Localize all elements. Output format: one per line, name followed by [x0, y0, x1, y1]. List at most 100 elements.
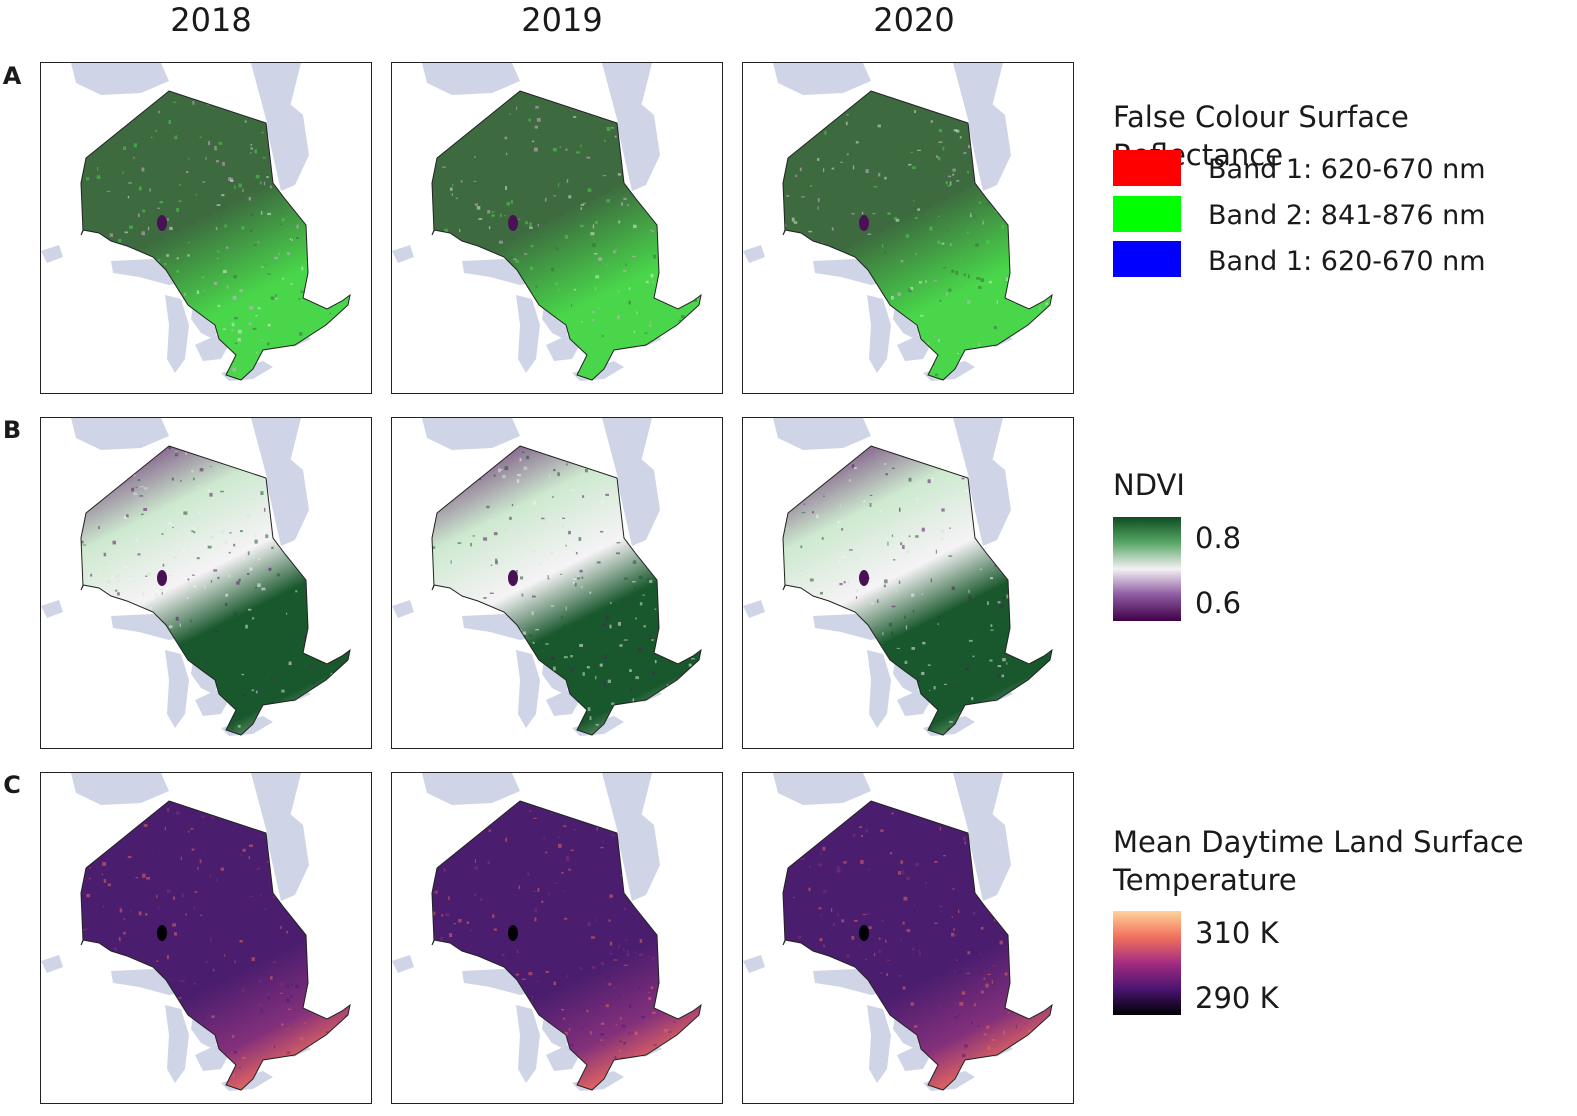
water-body: [41, 245, 63, 263]
water-body: [773, 418, 871, 450]
map-lst-2019: [391, 772, 723, 1104]
lst-legend-title-line2: Temperature: [1113, 863, 1297, 897]
water-body: [266, 813, 309, 901]
band-2-green-swatch: [1113, 196, 1181, 232]
water-body: [867, 650, 891, 728]
water-body: [893, 660, 923, 694]
lake-nipigon: [859, 215, 869, 231]
ndvi-min-label: 0.6: [1195, 586, 1242, 620]
water-body: [251, 63, 301, 133]
water-body: [617, 813, 660, 901]
water-body: [71, 773, 169, 805]
lake-nipigon: [157, 215, 167, 231]
water-body: [392, 955, 414, 973]
map-lst-2020: [742, 772, 1074, 1104]
ontario-boundary: [782, 90, 1053, 381]
ontario-boundary: [782, 445, 1053, 736]
water-body: [542, 305, 572, 339]
ndvi-legend-title: NDVI: [1113, 468, 1185, 502]
band-1-red-swatch: [1113, 150, 1181, 186]
map-ndvi-2019: [391, 417, 723, 749]
lst-color-ramp: [1113, 911, 1181, 1015]
ontario-boundary: [782, 800, 1053, 1091]
water-body: [953, 773, 1003, 843]
water-body: [251, 418, 301, 488]
water-body: [602, 418, 652, 488]
water-body: [542, 1015, 572, 1049]
lake-nipigon: [859, 570, 869, 586]
water-body: [617, 103, 660, 191]
water-body: [743, 600, 765, 618]
water-body: [422, 63, 520, 95]
water-body: [743, 955, 765, 973]
map-canvas: [41, 773, 351, 1091]
water-body: [743, 245, 765, 263]
map-canvas: [392, 63, 702, 381]
band-1-blue-swatch: [1113, 241, 1181, 277]
water-body: [893, 1015, 923, 1049]
lst-legend-title-line1: Mean Daytime Land Surface: [1113, 825, 1524, 859]
row-label-c: C: [3, 771, 21, 799]
ontario-boundary: [80, 800, 351, 1091]
water-body: [953, 418, 1003, 488]
map-lst-2018: [40, 772, 372, 1104]
water-body: [41, 600, 63, 618]
water-body: [165, 650, 189, 728]
column-title-2018: 2018: [170, 1, 252, 39]
false-colour-legend-title: False Colour Surface Reflectance: [1113, 100, 1409, 172]
ndvi-max-label: 0.8: [1195, 521, 1242, 555]
lake-nipigon: [508, 925, 518, 941]
ontario-boundary: [431, 90, 702, 381]
lake-nipigon: [157, 925, 167, 941]
map-ndvi-2020: [742, 417, 1074, 749]
ontario-boundary: [431, 800, 702, 1091]
water-body: [617, 458, 660, 546]
ndvi-color-ramp: [1113, 517, 1181, 621]
row-label-b: B: [2, 416, 22, 444]
lst-min-label: 290 K: [1195, 981, 1279, 1015]
water-body: [422, 418, 520, 450]
map-canvas: [392, 418, 702, 736]
ontario-boundary: [80, 90, 351, 381]
column-title-2020: 2020: [873, 1, 955, 39]
column-title-2019: 2019: [521, 1, 603, 39]
lake-nipigon: [508, 215, 518, 231]
water-body: [41, 955, 63, 973]
map-canvas: [743, 418, 1053, 736]
water-body: [542, 660, 572, 694]
water-body: [968, 458, 1011, 546]
map-canvas: [743, 63, 1053, 381]
band-2-green-label: Band 2: 841-876 nm: [1208, 200, 1486, 231]
water-body: [266, 103, 309, 191]
band-1-blue-label: Band 1: 620-670 nm: [1208, 246, 1486, 277]
row-label-a: A: [2, 62, 22, 90]
water-body: [773, 773, 871, 805]
water-body: [773, 63, 871, 95]
lst-max-label: 310 K: [1195, 916, 1279, 950]
water-body: [516, 295, 540, 373]
water-body: [191, 305, 221, 339]
water-body: [191, 660, 221, 694]
water-body: [602, 773, 652, 843]
water-body: [968, 103, 1011, 191]
water-body: [602, 63, 652, 133]
lake-nipigon: [508, 570, 518, 586]
water-body: [968, 813, 1011, 901]
water-body: [191, 1015, 221, 1049]
water-body: [392, 245, 414, 263]
map-ndvi-2018: [40, 417, 372, 749]
water-body: [867, 1005, 891, 1083]
water-body: [422, 773, 520, 805]
map-canvas: [41, 63, 351, 381]
map-false-colour-2018: [40, 62, 372, 394]
map-false-colour-2020: [742, 62, 1074, 394]
water-body: [953, 63, 1003, 133]
water-body: [893, 305, 923, 339]
water-body: [516, 650, 540, 728]
map-canvas: [41, 418, 351, 736]
map-canvas: [392, 773, 702, 1091]
water-body: [867, 295, 891, 373]
ontario-boundary: [80, 445, 351, 736]
water-body: [516, 1005, 540, 1083]
water-body: [71, 418, 169, 450]
